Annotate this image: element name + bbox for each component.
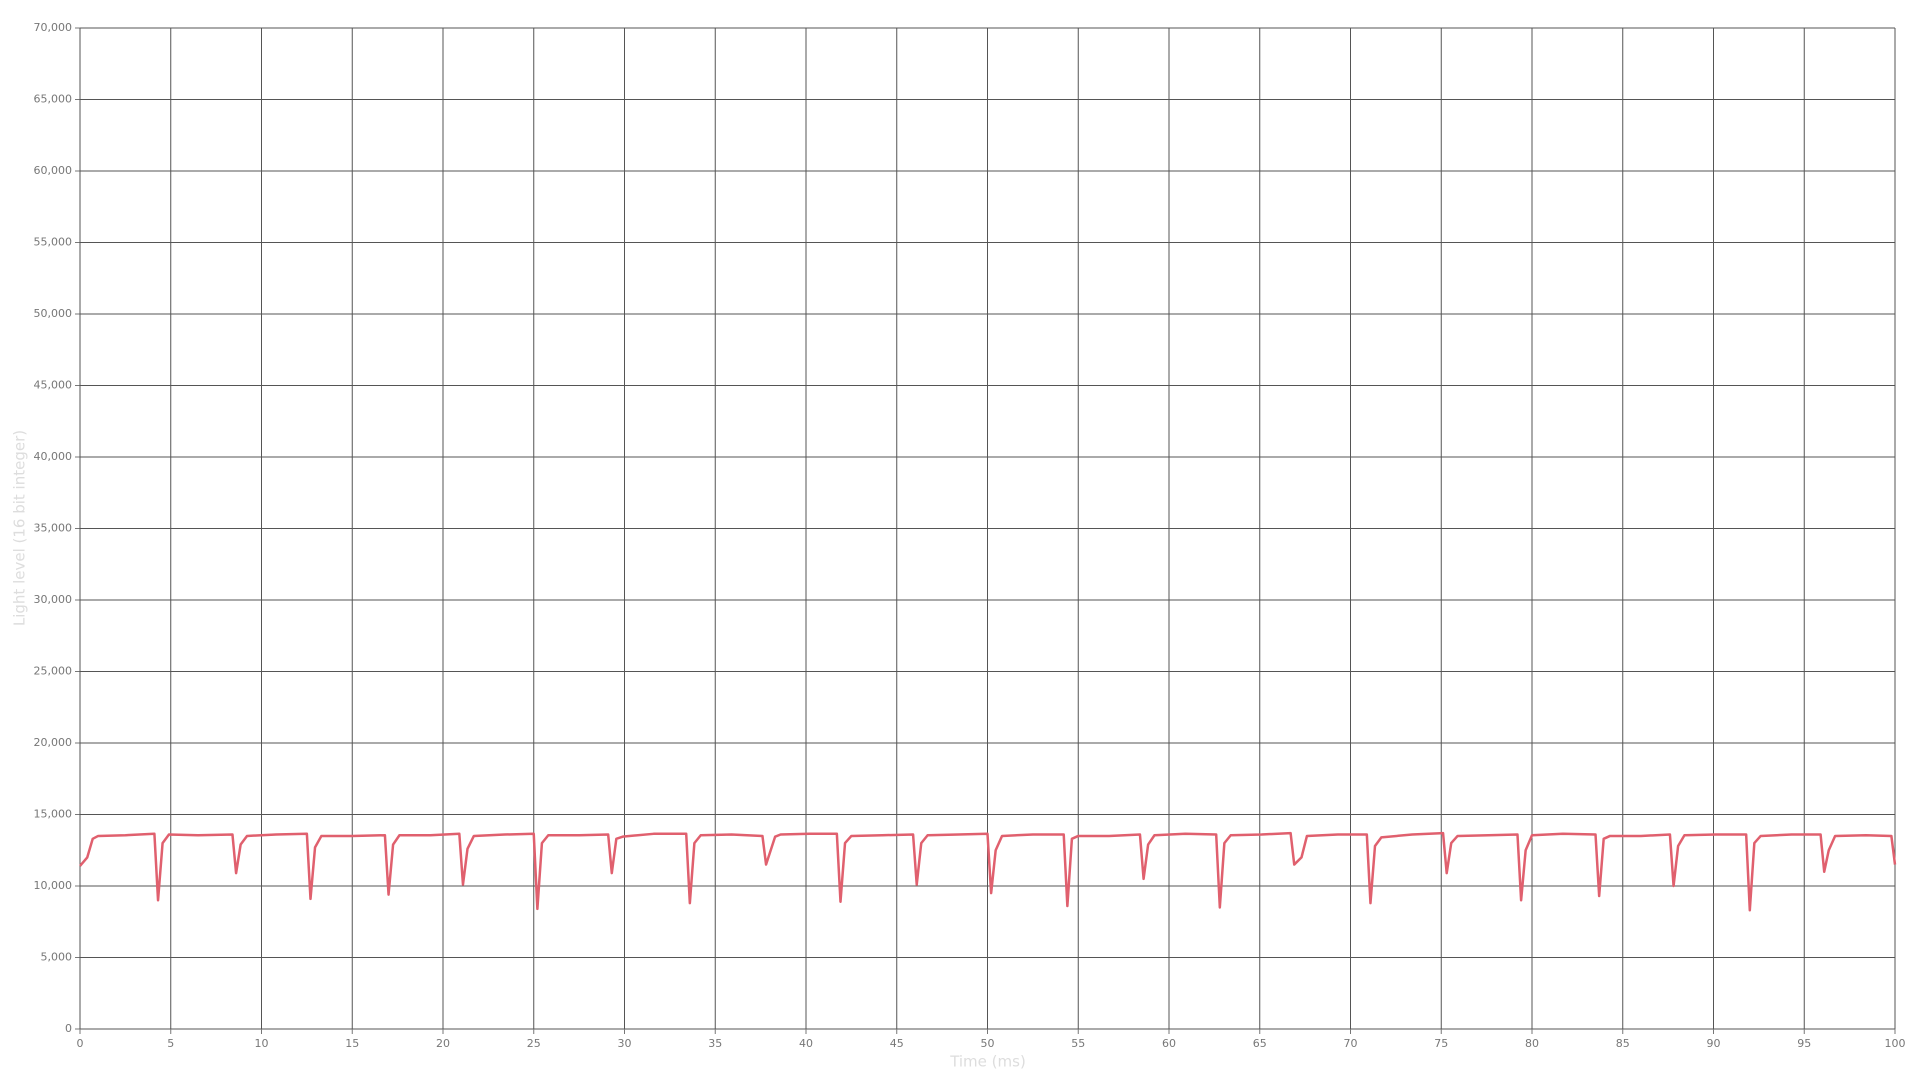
x-tick-label: 10 [255, 1037, 269, 1050]
y-tick-label: 10,000 [34, 879, 73, 892]
y-tick-label: 30,000 [34, 593, 73, 606]
x-tick-label: 25 [527, 1037, 541, 1050]
x-tick-label: 95 [1797, 1037, 1811, 1050]
x-tick-label: 55 [1071, 1037, 1085, 1050]
y-axis-title: Light level (16 bit integer) [11, 430, 29, 626]
x-tick-label: 50 [981, 1037, 995, 1050]
x-tick-label: 60 [1162, 1037, 1176, 1050]
y-tick-label: 50,000 [34, 307, 73, 320]
x-tick-label: 40 [799, 1037, 813, 1050]
x-tick-label: 5 [167, 1037, 174, 1050]
x-tick-label: 0 [77, 1037, 84, 1050]
y-tick-label: 65,000 [34, 93, 73, 106]
x-tick-label: 65 [1253, 1037, 1267, 1050]
x-tick-label: 85 [1616, 1037, 1630, 1050]
x-tick-label: 15 [345, 1037, 359, 1050]
y-tick-label: 5,000 [41, 951, 73, 964]
y-tick-label: 35,000 [34, 522, 73, 535]
x-axis-title: Time (ms) [949, 1053, 1026, 1071]
x-tick-label: 100 [1885, 1037, 1906, 1050]
y-tick-label: 60,000 [34, 164, 73, 177]
x-tick-label: 45 [890, 1037, 904, 1050]
x-tick-label: 70 [1344, 1037, 1358, 1050]
y-tick-label: 0 [65, 1022, 72, 1035]
x-tick-label: 90 [1707, 1037, 1721, 1050]
y-tick-label: 20,000 [34, 736, 73, 749]
x-tick-label: 75 [1434, 1037, 1448, 1050]
y-tick-label: 70,000 [34, 21, 73, 34]
x-tick-label: 20 [436, 1037, 450, 1050]
x-tick-label: 35 [708, 1037, 722, 1050]
x-tick-label: 80 [1525, 1037, 1539, 1050]
x-tick-label: 30 [618, 1037, 632, 1050]
y-tick-label: 45,000 [34, 379, 73, 392]
y-tick-label: 25,000 [34, 665, 73, 678]
y-tick-label: 55,000 [34, 236, 73, 249]
data-line [79, 831, 1897, 912]
y-tick-label: 15,000 [34, 808, 73, 821]
y-tick-label: 40,000 [34, 450, 73, 463]
